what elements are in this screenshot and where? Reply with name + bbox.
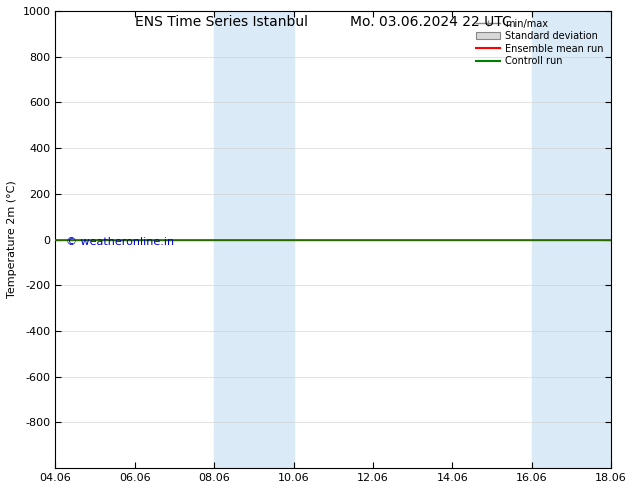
Legend: min/max, Standard deviation, Ensemble mean run, Controll run: min/max, Standard deviation, Ensemble me…	[473, 16, 606, 69]
Text: ENS Time Series Istanbul: ENS Time Series Istanbul	[136, 15, 308, 29]
Bar	[214, 11, 294, 468]
Text: © weatheronline.in: © weatheronline.in	[67, 237, 174, 247]
Bar	[532, 11, 611, 468]
Text: Mo. 03.06.2024 22 UTC: Mo. 03.06.2024 22 UTC	[350, 15, 512, 29]
Y-axis label: Temperature 2m (°C): Temperature 2m (°C)	[7, 181, 17, 298]
